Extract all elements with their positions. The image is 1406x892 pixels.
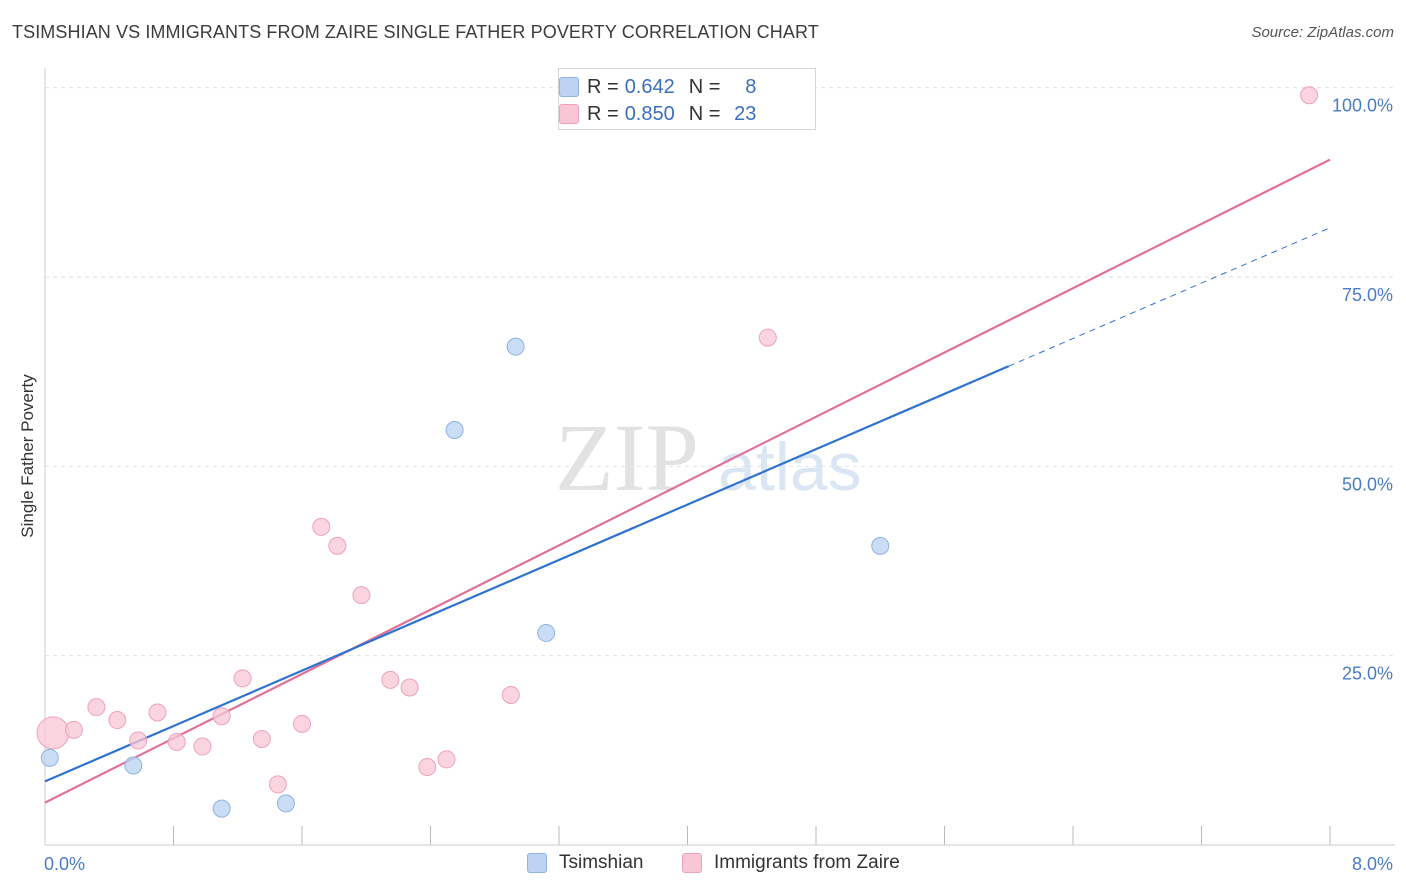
tsimshian-data-point — [276, 794, 295, 813]
y-tick-label: 50.0% — [1342, 474, 1393, 494]
n-value: 23 — [734, 102, 757, 125]
n-value: 8 — [745, 75, 757, 98]
axis-layer — [44, 68, 1395, 846]
zaire-data-point — [501, 686, 520, 705]
correlation-legend: R = 0.642 N = 8 R = 0.850 N = 23 — [558, 68, 816, 130]
zaire-data-point — [312, 517, 331, 536]
points-layer — [36, 86, 1319, 818]
trend-layer — [44, 158, 1331, 804]
tsimshian-data-point — [871, 536, 890, 555]
zaire-data-point — [328, 536, 347, 555]
tsimshian-data-point — [445, 420, 464, 439]
zaire-data-point — [293, 714, 311, 733]
y-tick-label: 100.0% — [1332, 96, 1393, 116]
r-value: 0.642 — [624, 75, 675, 98]
y-tick-label: 75.0% — [1342, 285, 1393, 305]
r-label: R = — [587, 102, 619, 125]
x-tick-label: 0.0% — [44, 854, 85, 874]
zaire-data-point — [108, 711, 127, 730]
zaire-data-point — [167, 733, 186, 752]
tsimshian-data-point — [212, 799, 231, 818]
tsimshian-legend-swatch — [527, 853, 547, 873]
zaire-swatch — [559, 104, 579, 124]
zaire-data-point — [268, 775, 287, 794]
tsimshian-swatch — [559, 77, 579, 97]
tsimshian-legend-label: Tsimshian — [559, 852, 644, 873]
legend-item-tsimshian[interactable]: Tsimshian — [527, 852, 643, 874]
zaire-data-point — [193, 737, 212, 756]
series-legend: Tsimshian Immigrants from Zaire — [0, 852, 1406, 878]
zaire-data-point — [758, 328, 777, 347]
legend-row-tsimshian: R = 0.642 N = 8 — [559, 74, 757, 100]
zaire-data-point — [148, 703, 167, 722]
tsimshian-data-point — [40, 748, 59, 767]
legend-row-zaire: R = 0.850 N = 23 — [559, 101, 757, 127]
zaire-data-point — [129, 731, 148, 750]
zaire-legend-label: Immigrants from Zaire — [714, 852, 900, 873]
tsimshian-data-point — [537, 623, 556, 642]
zaire-data-point — [418, 757, 437, 776]
n-label: N = — [688, 75, 721, 98]
grid-layer — [45, 87, 1395, 657]
zaire-data-point — [352, 586, 371, 605]
zaire-data-point — [252, 729, 271, 748]
watermark: ZIP atlas — [555, 404, 862, 511]
zaire-data-point — [437, 750, 456, 769]
zaire-data-point — [64, 720, 83, 739]
zaire-data-point — [212, 707, 231, 726]
source-label: Source: ZipAtlas.com — [1251, 24, 1394, 41]
x-tick-label: 8.0% — [1352, 854, 1393, 874]
zaire-data-point — [381, 670, 400, 689]
zaire-data-point — [233, 669, 252, 688]
tsimshian-data-point — [124, 756, 143, 775]
y-tick-label: 25.0% — [1342, 664, 1393, 684]
zaire-data-point — [36, 716, 70, 750]
chart-title: TSIMSHIAN VS IMMIGRANTS FROM ZAIRE SINGL… — [12, 22, 819, 42]
n-label: N = — [688, 102, 721, 125]
legend-item-zaire[interactable]: Immigrants from Zaire — [682, 852, 900, 874]
watermark-zip: ZIP — [555, 404, 699, 511]
tick-label-layer: 25.0% 50.0% 75.0% 100.0% 0.0% 8.0% — [44, 96, 1393, 874]
watermark-atlas: atlas — [718, 429, 862, 505]
zaire-data-point — [1300, 86, 1319, 105]
tsimshian-trend-extension — [1008, 227, 1331, 367]
zaire-trend-line — [44, 158, 1331, 804]
zaire-data-point — [400, 678, 419, 697]
tsimshian-data-point — [506, 337, 525, 356]
tsimshian-trend-line — [44, 365, 1010, 783]
zaire-legend-swatch — [682, 853, 702, 873]
r-label: R = — [587, 75, 619, 98]
zaire-data-point — [87, 698, 106, 717]
r-value: 0.850 — [624, 102, 675, 125]
